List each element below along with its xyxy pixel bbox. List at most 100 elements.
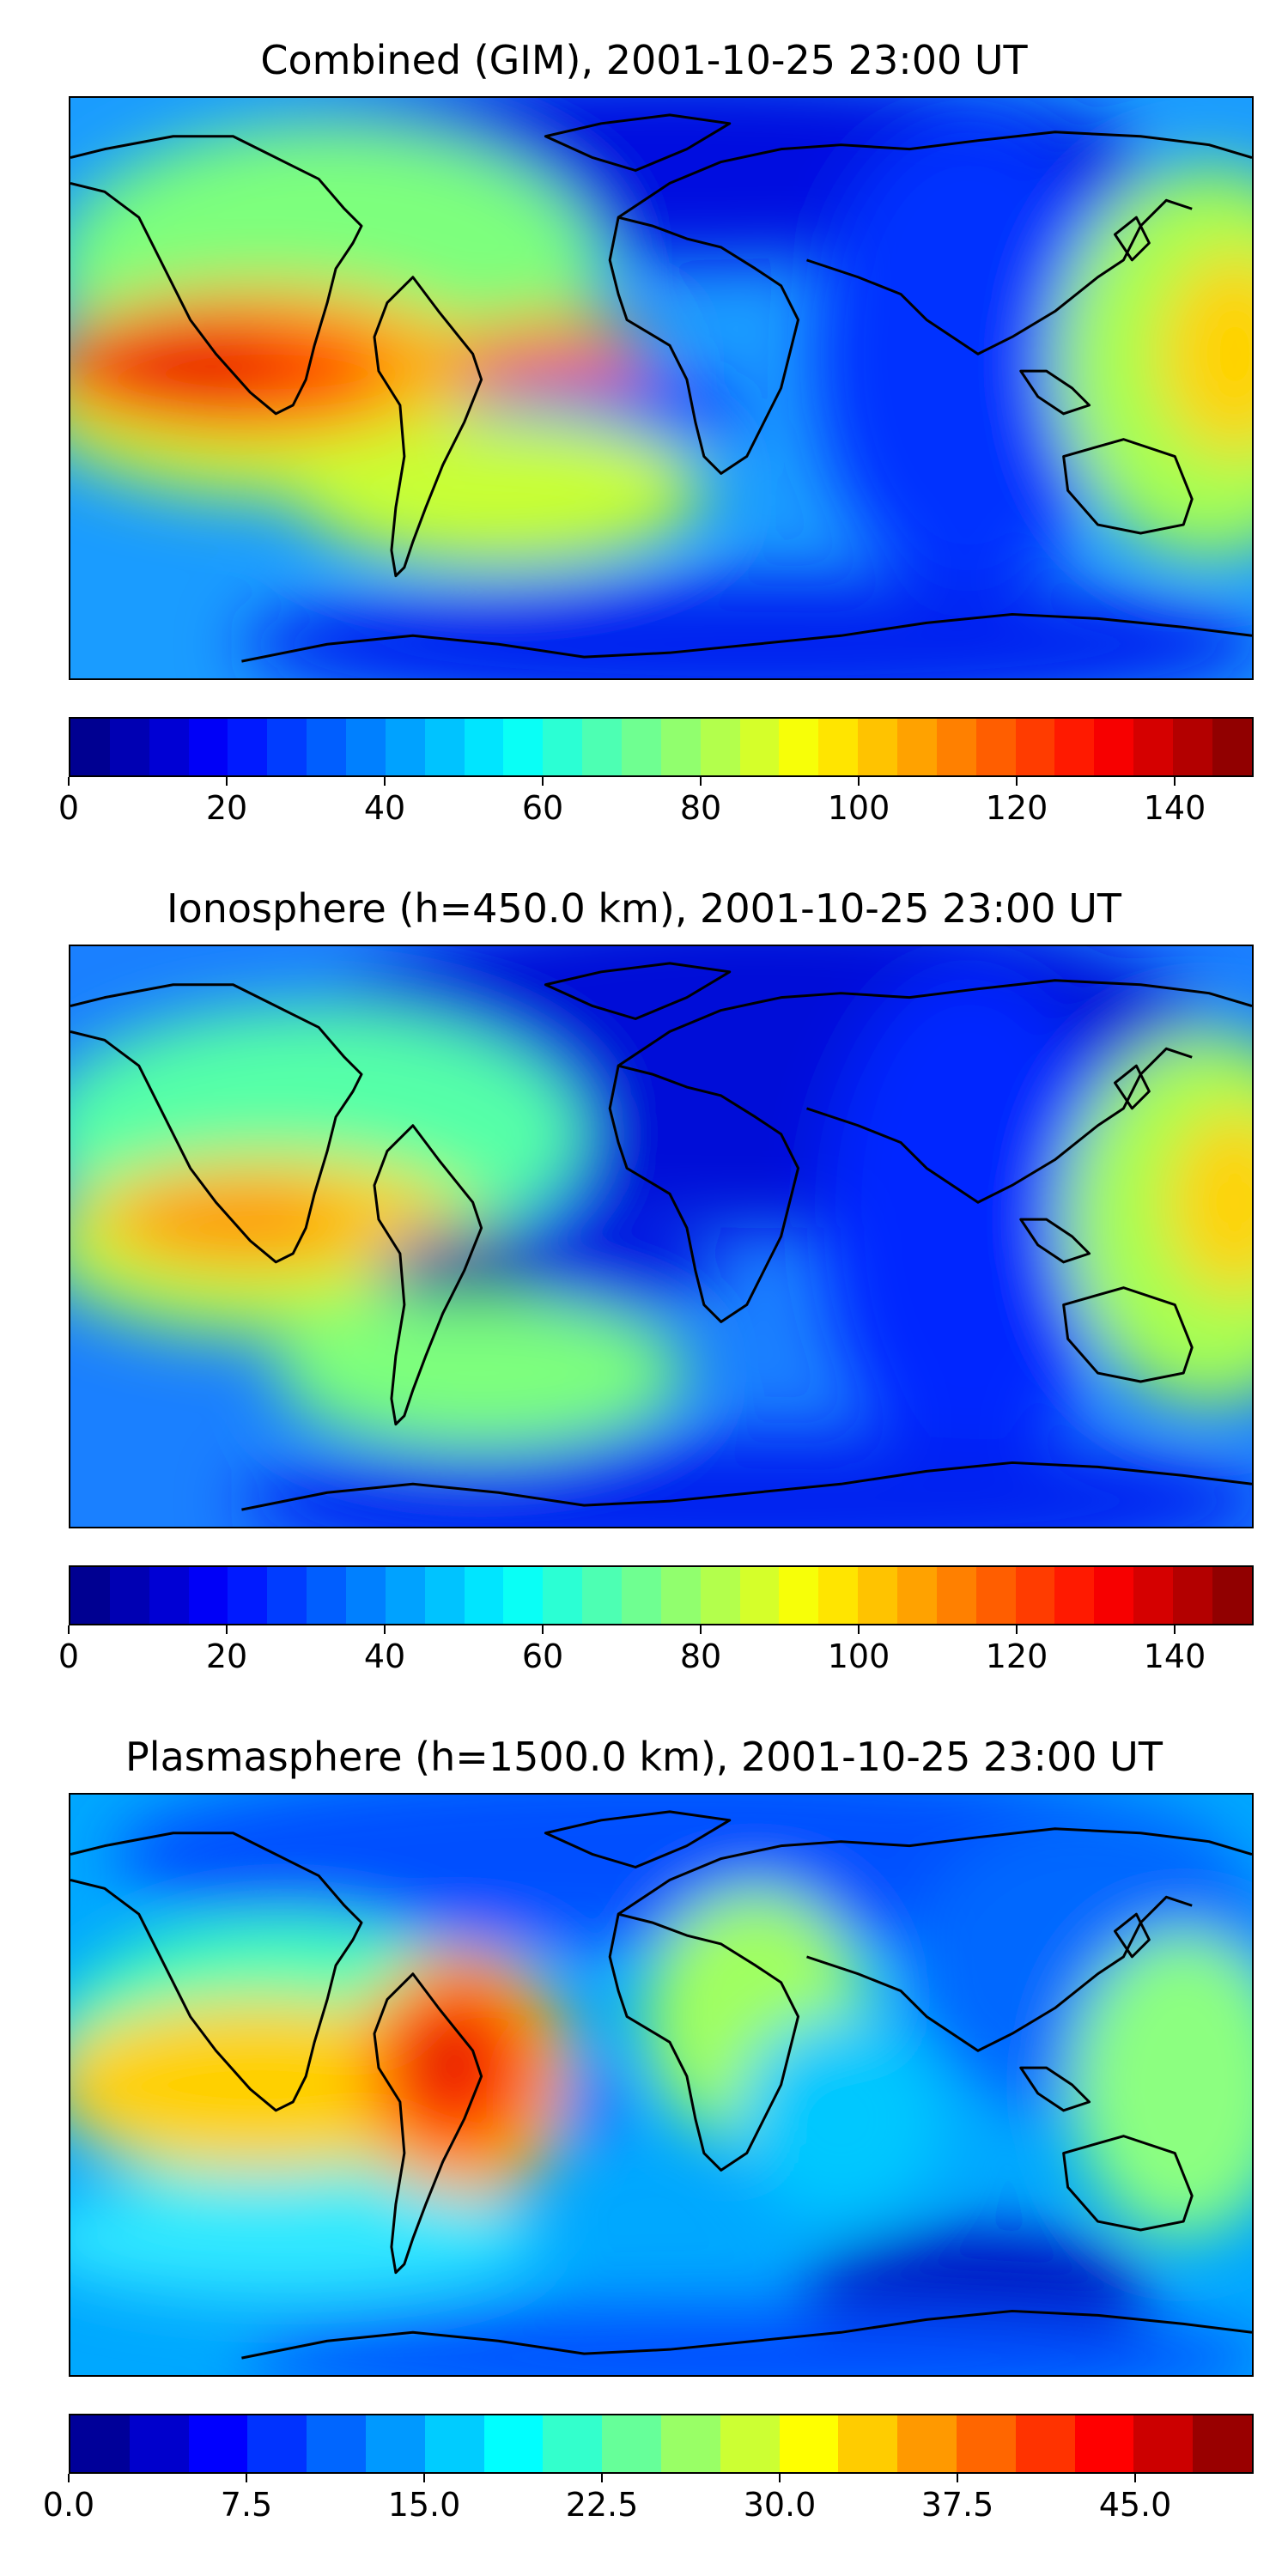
colorbar-swatch — [543, 1567, 583, 1624]
colorbar-swatch — [503, 1567, 544, 1624]
colorbar-swatch — [1015, 719, 1055, 775]
colorbar-swatch — [228, 719, 268, 775]
colorbar-swatch — [247, 2415, 307, 2472]
colorbar-tick-label: 0 — [58, 789, 80, 827]
colorbar-swatch — [464, 1567, 504, 1624]
colorbar-swatch — [897, 1567, 937, 1624]
colorbar-swatch — [149, 1567, 189, 1624]
colorbar-tick-label: 20 — [205, 1637, 248, 1675]
map-ionosphere-canvas — [70, 946, 1252, 1527]
colorbar-swatch — [385, 719, 425, 775]
colorbar-tick-label: 45.0 — [1098, 2486, 1172, 2524]
colorbar-tick-label: 20 — [205, 789, 248, 827]
colorbar-swatch — [1212, 1567, 1252, 1624]
colorbar-swatch — [188, 719, 228, 775]
colorbar-swatch — [307, 2415, 366, 2472]
colorbar-tick-label: 40 — [363, 789, 406, 827]
colorbar-tick — [423, 2474, 425, 2482]
colorbar-swatch — [779, 719, 819, 775]
colorbar-tick-label: 80 — [679, 1637, 722, 1675]
colorbar-tick-label: 0 — [58, 1637, 80, 1675]
colorbar-swatch — [1015, 2415, 1075, 2472]
colorbar-tick — [68, 777, 70, 786]
colorbar-tick-label: 30.0 — [743, 2486, 817, 2524]
colorbar-swatch — [936, 719, 976, 775]
colorbar-swatch — [582, 719, 623, 775]
colorbar-swatch — [424, 2415, 484, 2472]
colorbar-swatch — [897, 2415, 957, 2472]
colorbar-plasmasphere — [69, 2414, 1254, 2474]
colorbar-swatch — [1054, 1567, 1095, 1624]
colorbar-tick — [68, 2474, 70, 2482]
colorbar-swatch — [1173, 719, 1212, 775]
colorbar-swatch — [109, 719, 149, 775]
colorbar-swatch — [70, 2415, 130, 2472]
colorbar-tick — [246, 2474, 247, 2482]
colorbar-swatch — [503, 719, 544, 775]
colorbar-tick-label: 15.0 — [387, 2486, 461, 2524]
colorbar-swatch — [1212, 719, 1252, 775]
colorbar-swatch — [660, 1567, 701, 1624]
colorbar-ionosphere — [69, 1565, 1254, 1625]
colorbar-tick — [957, 2474, 958, 2482]
colorbar-swatch — [188, 1567, 228, 1624]
colorbar-swatch — [424, 1567, 465, 1624]
colorbar-swatch — [582, 1567, 623, 1624]
colorbar-tick-label: 120 — [985, 1637, 1048, 1675]
colorbar-tick — [858, 1625, 860, 1634]
colorbar-tick — [1016, 1625, 1018, 1634]
colorbar-tick-label: 80 — [679, 789, 722, 827]
map-combined-canvas — [70, 98, 1252, 678]
colorbar-swatch — [956, 2415, 1016, 2472]
colorbar-swatch — [779, 1567, 819, 1624]
colorbar-tick-label: 60 — [521, 789, 564, 827]
colorbar-tick-label: 0.0 — [42, 2486, 95, 2524]
colorbar-swatch — [1015, 1567, 1055, 1624]
colorbar-swatch — [779, 2415, 839, 2472]
colorbar-tick-label: 100 — [827, 1637, 890, 1675]
map-title-combined: Combined (GIM), 2001-10-25 23:00 UT — [260, 37, 1028, 83]
colorbar-tick — [384, 1625, 386, 1634]
colorbar-swatch — [975, 1567, 1016, 1624]
colorbar-swatch — [660, 2415, 720, 2472]
colorbar-swatch — [936, 1567, 976, 1624]
colorbar-swatch — [700, 1567, 740, 1624]
colorbar-swatch — [897, 719, 937, 775]
colorbar-tick-label: 40 — [363, 1637, 406, 1675]
colorbar-tick-label: 37.5 — [920, 2486, 994, 2524]
colorbar-swatch — [1133, 1567, 1174, 1624]
colorbar-swatch — [365, 2415, 425, 2472]
map-plasmasphere — [69, 1793, 1254, 2377]
colorbar-tick-label: 140 — [1143, 1637, 1206, 1675]
colorbar-swatch — [838, 2415, 898, 2472]
colorbar-tick-label: 140 — [1143, 789, 1206, 827]
colorbar-tick-label: 120 — [985, 789, 1048, 827]
colorbar-tick-label: 60 — [521, 1637, 564, 1675]
colorbar-swatch — [188, 2415, 248, 2472]
colorbar-swatch — [129, 2415, 189, 2472]
colorbar-swatch — [602, 2415, 661, 2472]
colorbar-swatch — [1094, 1567, 1134, 1624]
colorbar-swatch — [700, 719, 740, 775]
colorbar-tick — [226, 777, 228, 786]
colorbar-swatch — [975, 719, 1016, 775]
colorbar-swatch — [1054, 719, 1095, 775]
map-title-ionosphere: Ionosphere (h=450.0 km), 2001-10-25 23:0… — [167, 885, 1121, 932]
colorbar-swatch — [483, 2415, 544, 2472]
colorbar-tick — [1174, 1625, 1176, 1634]
colorbar-tick — [858, 777, 860, 786]
colorbar-swatch — [543, 2415, 603, 2472]
colorbar-swatch — [720, 2415, 780, 2472]
colorbar-swatch — [622, 1567, 661, 1624]
colorbar-swatch — [543, 719, 583, 775]
colorbar-swatch — [1133, 719, 1174, 775]
colorbar-swatch — [267, 1567, 307, 1624]
colorbar-tick — [542, 1625, 544, 1634]
colorbar-swatch — [1193, 2415, 1252, 2472]
colorbar-swatch — [70, 719, 110, 775]
colorbar-swatch — [660, 719, 701, 775]
colorbar-swatch — [149, 719, 189, 775]
colorbar-swatch — [307, 1567, 347, 1624]
colorbar-tick — [700, 777, 702, 786]
colorbar-tick — [384, 777, 386, 786]
